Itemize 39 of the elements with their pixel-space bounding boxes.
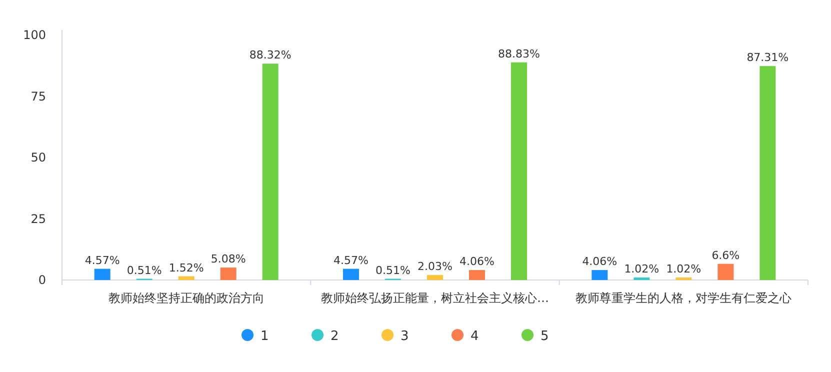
data-label: 88.83% <box>498 47 540 60</box>
data-label: 4.57% <box>334 254 368 267</box>
legend-label: 4 <box>470 329 479 344</box>
data-label: 4.57% <box>84 254 120 267</box>
legend-label: 2 <box>330 329 339 344</box>
legend-label: 3 <box>400 329 409 344</box>
bar <box>718 264 734 280</box>
x-tick-label: 教师尊重学生的人格，对学生有仁爱之心 <box>576 291 792 305</box>
bar <box>427 275 443 280</box>
bar <box>262 64 278 280</box>
y-tick-label: 0 <box>38 273 46 287</box>
data-label: 4.06% <box>460 255 494 268</box>
bar <box>94 268 110 280</box>
data-label: 88.32% <box>249 48 292 62</box>
data-label: 87.31% <box>746 51 789 64</box>
bar <box>760 66 776 280</box>
bar <box>469 270 485 280</box>
data-label: 1.02% <box>624 262 660 276</box>
bar <box>178 276 194 280</box>
y-tick-label: 75 <box>30 89 46 104</box>
x-tick-label: 教师始终坚持正确的政治方向 <box>108 291 264 305</box>
y-tick-label: 25 <box>30 212 46 226</box>
bar <box>343 268 359 280</box>
data-label: 6.6% <box>712 248 740 262</box>
legend-label: 1 <box>260 329 269 344</box>
data-label: 0.51% <box>126 264 162 277</box>
data-label: 4.06% <box>582 255 618 268</box>
data-label: 1.02% <box>666 262 702 276</box>
data-label: 2.03% <box>418 260 452 274</box>
y-tick-label: 50 <box>30 150 46 164</box>
x-tick-label: 教师始终弘扬正能量，树立社会主义核心… <box>321 291 549 305</box>
legend-label: 5 <box>540 329 549 344</box>
data-label: 1.52% <box>168 261 204 274</box>
bar <box>592 270 608 280</box>
y-tick-label: 100 <box>23 28 46 42</box>
bar <box>220 268 236 280</box>
bar <box>511 62 527 280</box>
data-label: 0.51% <box>376 264 410 277</box>
data-label: 5.08% <box>210 252 246 266</box>
